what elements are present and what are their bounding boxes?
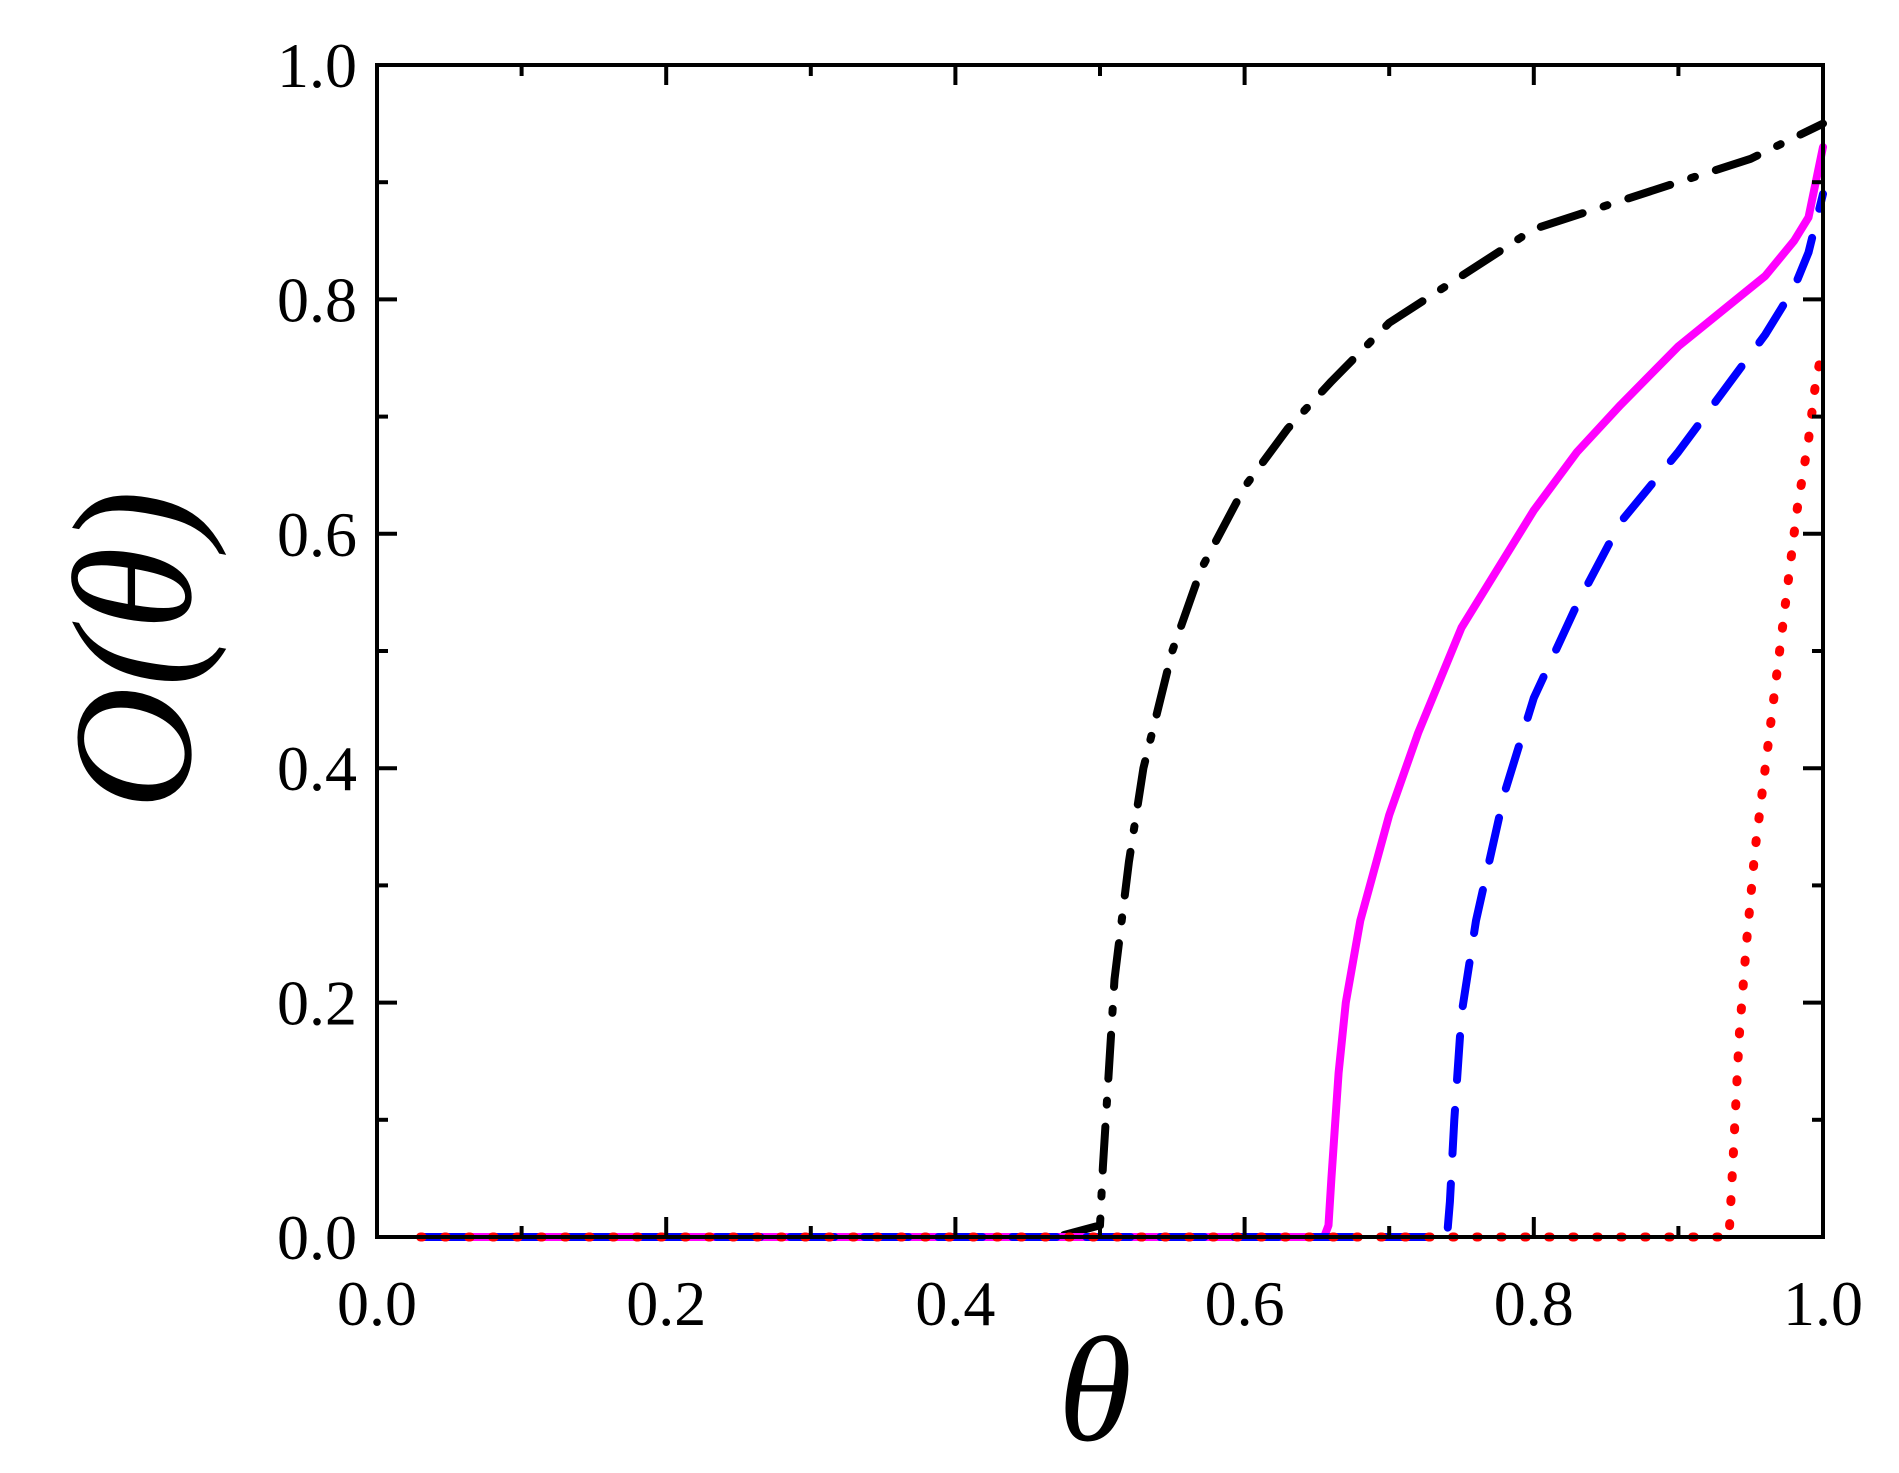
ticks-layer	[375, 63, 1825, 1239]
series-layer	[415, 119, 1828, 1242]
y-tick-label: 0.4	[277, 733, 357, 804]
x-tick-label: 0.0	[337, 1268, 417, 1339]
x-axis-title: θ	[1058, 1307, 1132, 1473]
series-line-3	[416, 189, 1827, 1241]
y-axis-title: O(θ)	[39, 490, 227, 810]
y-tick-label: 0.0	[277, 1202, 357, 1273]
x-tick-label: 0.4	[915, 1268, 995, 1339]
y-tick-label: 0.2	[277, 968, 357, 1039]
series-line-2	[416, 143, 1827, 1241]
series-line-4	[415, 341, 1828, 1242]
y-tick-label: 0.6	[277, 499, 357, 570]
x-tick-label: 0.8	[1494, 1268, 1574, 1339]
y-tick-label: 0.8	[277, 264, 357, 335]
plot-frame	[375, 63, 1825, 1239]
y-tick-label: 1.0	[277, 30, 357, 101]
series-line-1	[416, 119, 1827, 1241]
tick-labels: 0.0 0.2 0.4 0.6 0.8 1.0 0.0 0.2 0.4 0.6 0.8 1.0	[277, 30, 1863, 1339]
x-tick-label: 0.2	[626, 1268, 706, 1339]
x-tick-label: 1.0	[1783, 1268, 1863, 1339]
x-tick-label: 0.6	[1205, 1268, 1285, 1339]
